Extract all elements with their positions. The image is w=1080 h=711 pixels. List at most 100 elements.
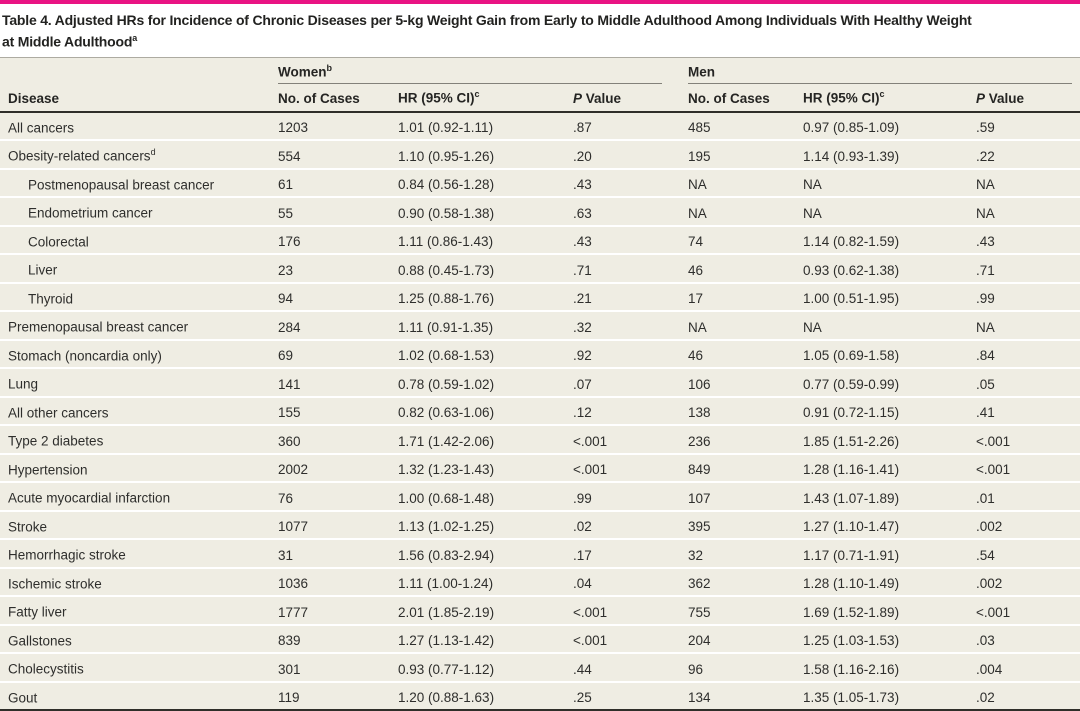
disease-cell: Gout <box>0 680 270 711</box>
men-cases-cell: 362 <box>680 566 795 597</box>
women-cases-cell: 1077 <box>270 509 390 540</box>
accent-bar <box>0 0 1080 4</box>
men-cases-cell: 134 <box>680 680 795 711</box>
women-pvalue-cell: .43 <box>565 224 680 255</box>
women-cases-cell: 61 <box>270 167 390 198</box>
men-cases-cell: 32 <box>680 538 795 568</box>
men-cases-cell: NA <box>680 310 795 340</box>
table-row: Gout 119 1.20 (0.88-1.63) .25 134 1.35 (… <box>0 680 1080 711</box>
hr-footnote-marker: c <box>879 89 885 100</box>
women-cases-cell: 2002 <box>270 452 390 483</box>
women-hr-cell: 1.11 (0.86-1.43) <box>390 224 565 255</box>
men-hr-cell: 1.14 (0.93-1.39) <box>795 139 968 169</box>
column-header-men-cases: No. of Cases <box>680 84 795 113</box>
women-cases-cell: 31 <box>270 538 390 568</box>
table-row: Hypertension 2002 1.32 (1.23-1.43) <.001… <box>0 452 1080 483</box>
table-header: Disease Womenb Men No. of Cases HR (95% … <box>0 57 1080 113</box>
women-cases-cell: 176 <box>270 224 390 255</box>
women-hr-cell: 1.20 (0.88-1.63) <box>390 680 565 711</box>
women-pvalue-cell: .07 <box>565 367 680 397</box>
disease-cell: Lung <box>0 367 270 397</box>
table-row: Ischemic stroke 1036 1.11 (1.00-1.24) .0… <box>0 566 1080 597</box>
women-cases-cell: 69 <box>270 338 390 369</box>
table-row: Endometrium cancer 55 0.90 (0.58-1.38) .… <box>0 196 1080 226</box>
disease-cell: Type 2 diabetes <box>0 424 270 454</box>
women-pvalue-cell: <.001 <box>565 623 680 654</box>
men-cases-cell: 17 <box>680 281 795 312</box>
women-hr-cell: 1.10 (0.95-1.26) <box>390 139 565 169</box>
disease-cell: Colorectal <box>0 224 270 255</box>
women-cases-cell: 554 <box>270 139 390 169</box>
table-row: Stomach (noncardia only) 69 1.02 (0.68-1… <box>0 338 1080 369</box>
group-label-women: Women <box>278 64 327 80</box>
table-row: Stroke 1077 1.13 (1.02-1.25) .02 395 1.2… <box>0 509 1080 540</box>
women-cases-cell: 55 <box>270 196 390 226</box>
women-hr-cell: 1.25 (0.88-1.76) <box>390 281 565 312</box>
women-pvalue-cell: .12 <box>565 395 680 426</box>
table-row: Acute myocardial infarction 76 1.00 (0.6… <box>0 481 1080 511</box>
women-pvalue-cell: .92 <box>565 338 680 369</box>
disease-cell: Ischemic stroke <box>0 566 270 597</box>
column-header-men-pvalue: P Value <box>968 84 1080 113</box>
men-pvalue-cell: .71 <box>968 253 1080 283</box>
table-row: Gallstones 839 1.27 (1.13-1.42) <.001 20… <box>0 623 1080 654</box>
men-pvalue-cell: NA <box>968 196 1080 226</box>
women-pvalue-cell: .32 <box>565 310 680 340</box>
women-hr-cell: 0.78 (0.59-1.02) <box>390 367 565 397</box>
men-hr-cell: 1.28 (1.16-1.41) <box>795 452 968 483</box>
men-pvalue-cell: .002 <box>968 509 1080 540</box>
women-pvalue-cell: .04 <box>565 566 680 597</box>
women-hr-cell: 1.11 (0.91-1.35) <box>390 310 565 340</box>
results-table: Disease Womenb Men No. of Cases HR (95% … <box>0 56 1080 711</box>
men-cases-cell: 395 <box>680 509 795 540</box>
men-cases-cell: 195 <box>680 139 795 169</box>
men-cases-cell: 849 <box>680 452 795 483</box>
women-cases-cell: 94 <box>270 281 390 312</box>
men-cases-cell: 74 <box>680 224 795 255</box>
men-hr-cell: 1.14 (0.82-1.59) <box>795 224 968 255</box>
disease-cell: Gallstones <box>0 623 270 654</box>
women-hr-cell: 1.27 (1.13-1.42) <box>390 623 565 654</box>
women-hr-cell: 1.32 (1.23-1.43) <box>390 452 565 483</box>
disease-cell: Premenopausal breast cancer <box>0 310 270 340</box>
women-pvalue-cell: <.001 <box>565 452 680 483</box>
men-pvalue-cell: <.001 <box>968 452 1080 483</box>
women-pvalue-cell: .44 <box>565 652 680 682</box>
men-pvalue-cell: .54 <box>968 538 1080 568</box>
men-cases-cell: 107 <box>680 481 795 511</box>
women-pvalue-cell: .25 <box>565 680 680 711</box>
women-pvalue-cell: .17 <box>565 538 680 568</box>
group-header-men: Men <box>680 57 1080 85</box>
men-pvalue-cell: .59 <box>976 120 995 136</box>
column-header-women-pvalue: P Value <box>565 84 680 113</box>
men-hr-cell: NA <box>795 196 968 226</box>
women-cases-cell: 301 <box>270 652 390 682</box>
men-pvalue-cell: .01 <box>968 481 1080 511</box>
women-pvalue-cell: .99 <box>565 481 680 511</box>
men-hr-cell: 1.00 (0.51-1.95) <box>795 281 968 312</box>
men-pvalue-cell: <.001 <box>968 424 1080 454</box>
women-cases-cell: 1036 <box>270 566 390 597</box>
table-row: Postmenopausal breast cancer 61 0.84 (0.… <box>0 167 1080 198</box>
table-row: Type 2 diabetes 360 1.71 (1.42-2.06) <.0… <box>0 424 1080 454</box>
table-row: Obesity-related cancersd 554 1.10 (0.95-… <box>0 139 1080 169</box>
women-hr-cell: 1.56 (0.83-2.94) <box>390 538 565 568</box>
men-pvalue-cell: NA <box>968 310 1080 340</box>
women-hr-cell: 1.13 (1.02-1.25) <box>390 509 565 540</box>
men-cases-cell: 236 <box>680 424 795 454</box>
women-pvalue-cell: .21 <box>565 281 680 312</box>
disease-cell: Postmenopausal breast cancer <box>0 167 270 198</box>
men-hr-cell: 0.91 (0.72-1.15) <box>795 395 968 426</box>
table-row: Premenopausal breast cancer 284 1.11 (0.… <box>0 310 1080 340</box>
men-hr-cell: NA <box>795 310 968 340</box>
men-pvalue-cell: .05 <box>968 367 1080 397</box>
women-hr-cell: 1.11 (1.00-1.24) <box>390 566 565 597</box>
women-cases-cell: 119 <box>270 680 390 711</box>
women-pvalue-cell: <.001 <box>565 424 680 454</box>
column-header-disease: Disease <box>0 57 270 113</box>
men-hr-cell: 0.77 (0.59-0.99) <box>795 367 968 397</box>
men-pvalue-cell: NA <box>968 167 1080 198</box>
women-cases-cell: 284 <box>270 310 390 340</box>
men-pvalue-cell: .99 <box>968 281 1080 312</box>
table-row: Fatty liver 1777 2.01 (1.85-2.19) <.001 … <box>0 595 1080 625</box>
